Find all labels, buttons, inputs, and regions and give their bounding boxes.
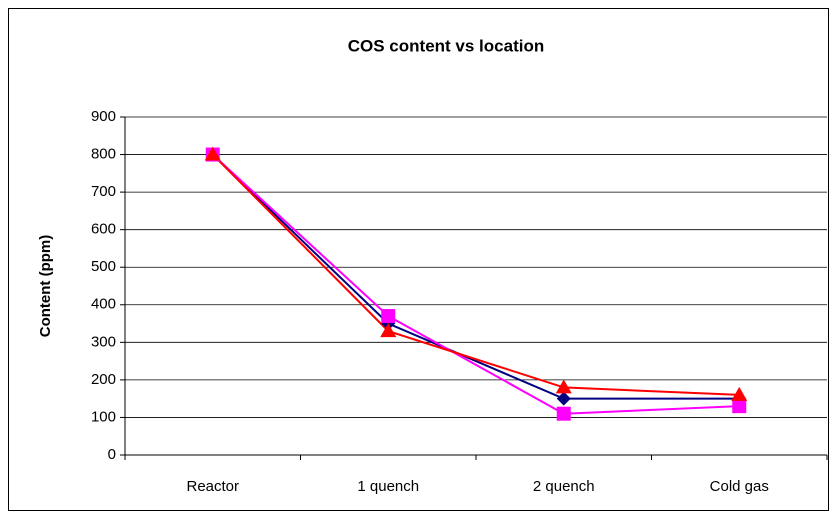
marker <box>732 399 747 414</box>
marker <box>556 406 571 421</box>
marker <box>555 379 572 394</box>
y-tick-label: 0 <box>108 446 116 463</box>
marker <box>381 309 396 324</box>
y-tick-label: 400 <box>91 296 116 313</box>
y-tick-label: 600 <box>91 221 116 238</box>
y-tick-label: 700 <box>91 183 116 200</box>
series-line <box>212 153 740 415</box>
x-tick-label: Reactor <box>186 478 239 495</box>
y-axis-label: Content (ppm) <box>37 235 54 337</box>
marker <box>380 323 397 338</box>
y-tick-label: 200 <box>91 371 116 388</box>
y-tick-label: 100 <box>91 408 116 425</box>
marker <box>556 391 571 406</box>
x-tick-label: 2 quench <box>533 478 595 495</box>
marker <box>731 386 748 401</box>
series-line <box>212 153 740 400</box>
y-tick-label: 500 <box>91 258 116 275</box>
y-tick-label: 900 <box>91 108 116 125</box>
chart-title: COS content vs location <box>348 36 544 55</box>
chart-frame <box>8 8 829 511</box>
x-tick-label: 1 quench <box>357 478 419 495</box>
y-tick-label: 300 <box>91 333 116 350</box>
x-tick-label: Cold gas <box>710 478 769 495</box>
y-tick-label: 800 <box>91 146 116 163</box>
series-line <box>212 153 740 396</box>
marker <box>204 146 221 161</box>
